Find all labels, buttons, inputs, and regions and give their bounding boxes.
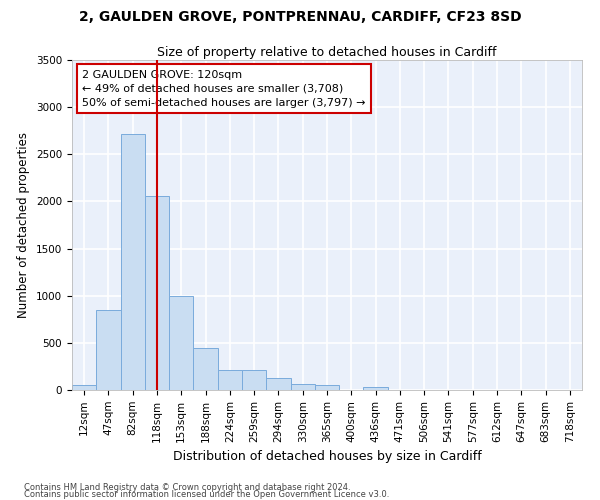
Bar [315,386,339,390]
Bar [145,196,169,390]
Bar [218,370,242,390]
Bar [290,384,315,390]
Bar [242,370,266,390]
Text: 2 GAULDEN GROVE: 120sqm
← 49% of detached houses are smaller (3,708)
50% of semi: 2 GAULDEN GROVE: 120sqm ← 49% of detache… [82,70,366,108]
Bar [193,348,218,390]
Text: 2, GAULDEN GROVE, PONTPRENNAU, CARDIFF, CF23 8SD: 2, GAULDEN GROVE, PONTPRENNAU, CARDIFF, … [79,10,521,24]
Bar [169,296,193,390]
X-axis label: Distribution of detached houses by size in Cardiff: Distribution of detached houses by size … [173,450,481,463]
Bar [364,387,388,390]
Text: Contains HM Land Registry data © Crown copyright and database right 2024.: Contains HM Land Registry data © Crown c… [24,484,350,492]
Bar [72,385,96,390]
Title: Size of property relative to detached houses in Cardiff: Size of property relative to detached ho… [157,46,497,59]
Bar [266,378,290,390]
Y-axis label: Number of detached properties: Number of detached properties [17,132,31,318]
Bar [96,310,121,390]
Bar [121,134,145,390]
Text: Contains public sector information licensed under the Open Government Licence v3: Contains public sector information licen… [24,490,389,499]
